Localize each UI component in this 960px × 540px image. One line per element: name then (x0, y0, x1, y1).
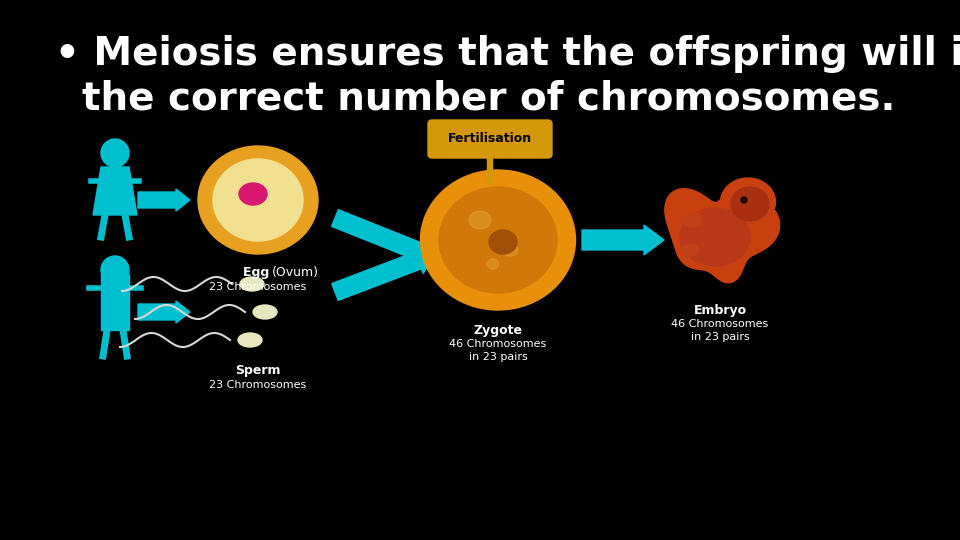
Ellipse shape (721, 178, 776, 226)
FancyArrow shape (582, 225, 664, 255)
FancyBboxPatch shape (101, 274, 129, 330)
Ellipse shape (239, 183, 267, 205)
Text: Egg: Egg (243, 266, 274, 279)
FancyArrow shape (138, 301, 190, 323)
Polygon shape (665, 188, 780, 283)
Text: 23 Chromosomes: 23 Chromosomes (209, 282, 306, 292)
Ellipse shape (502, 244, 518, 256)
Ellipse shape (731, 187, 769, 221)
FancyArrow shape (485, 156, 495, 186)
Ellipse shape (213, 159, 303, 241)
Text: • Meiosis ensures that the offspring will inherit: • Meiosis ensures that the offspring wil… (55, 35, 960, 73)
Ellipse shape (439, 187, 557, 293)
Ellipse shape (681, 244, 699, 256)
Text: in 23 pairs: in 23 pairs (468, 352, 527, 362)
Text: (Ovum): (Ovum) (272, 266, 319, 279)
FancyArrow shape (332, 247, 435, 300)
Text: Sperm: Sperm (235, 364, 280, 377)
Text: 23 Chromosomes: 23 Chromosomes (209, 380, 306, 390)
FancyArrow shape (138, 189, 190, 211)
Circle shape (741, 197, 747, 203)
Text: Zygote: Zygote (473, 324, 522, 337)
Text: Fertilisation: Fertilisation (448, 132, 532, 145)
FancyBboxPatch shape (428, 120, 552, 158)
Text: 46 Chromosomes: 46 Chromosomes (449, 339, 546, 349)
Text: Embryo: Embryo (693, 304, 747, 317)
Ellipse shape (487, 259, 499, 269)
Ellipse shape (680, 208, 750, 266)
Ellipse shape (489, 230, 517, 254)
FancyArrow shape (331, 210, 435, 264)
Ellipse shape (240, 277, 264, 291)
Text: in 23 pairs: in 23 pairs (690, 332, 750, 342)
Polygon shape (93, 167, 137, 215)
Ellipse shape (238, 333, 262, 347)
Ellipse shape (198, 146, 318, 254)
Ellipse shape (420, 170, 575, 310)
Text: the correct number of chromosomes.: the correct number of chromosomes. (55, 80, 896, 118)
Circle shape (101, 256, 129, 284)
Ellipse shape (682, 213, 702, 227)
Text: 46 Chromosomes: 46 Chromosomes (671, 319, 769, 329)
Ellipse shape (253, 305, 277, 319)
Circle shape (101, 139, 129, 167)
Ellipse shape (469, 211, 491, 229)
